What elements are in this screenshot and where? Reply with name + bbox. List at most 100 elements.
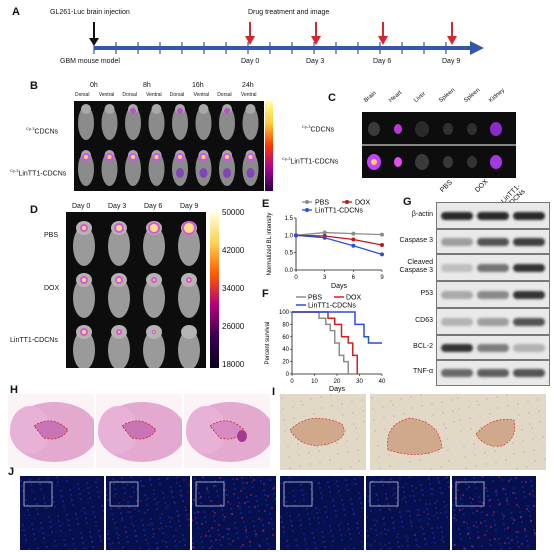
panel-label-c: C [328,92,336,104]
survival-curve [292,311,382,344]
view-label: Ventral [193,92,210,98]
g-col-pbs: PBS [439,179,454,194]
y-axis-label: Percent survival [265,322,271,365]
c-row-lintt1: Cy-3LinTT1-CDCNs [282,156,339,166]
mouse-body [143,278,165,318]
organ-hotspot [371,159,377,165]
protein-band [477,317,509,326]
mouse-body [172,106,188,140]
panel-label-e: E [262,198,270,210]
mouse-body [108,330,130,370]
mouse-body [78,106,94,140]
organ-spot [415,154,429,170]
legend-label: DOX [355,200,371,207]
mouse-body [148,152,165,186]
signal-core [154,155,159,159]
mouse-head [245,104,256,114]
tumor-core [82,278,86,282]
injection-label: GL261-Luc brain injection [50,9,130,16]
panel-label-f: F [262,288,269,300]
inset-frame [455,481,485,507]
he-image-0: PBS500μm [8,394,94,468]
d-cbar-42000: 42000 [222,246,245,255]
timeline-arrowhead [470,41,484,55]
panel-label-d: D [30,204,38,216]
protein-band [513,263,545,272]
view-label: Dorsal [75,92,90,98]
mouse-body [148,106,165,140]
model-label: GBM mouse model [60,58,120,65]
x-tick-label: 0 [294,275,298,281]
tumor-core [188,331,190,333]
y-tick-label: 0.5 [285,251,294,257]
organ-image-c [362,112,516,178]
colorbar-d [210,212,219,368]
d-day-6: Day 6 [144,203,163,210]
blot-strip [436,229,550,254]
panel-label-h: H [10,384,18,396]
x-tick-label: 20 [334,379,341,385]
y-tick-label: 0 [286,372,290,378]
legend-label: DOX [346,295,362,302]
day-label-6: Day 6 [373,58,392,65]
band-label: TNF-α [413,368,433,375]
signal-core [84,155,88,159]
colorbar-b [265,101,273,191]
protein-band [441,263,473,272]
ivis-image-d [66,212,206,370]
tumor-outline [33,420,69,440]
blot-strip [436,360,550,386]
mouse-body [108,226,130,266]
tumor-core [188,279,190,281]
inset-frame [369,481,399,507]
mouse-head [104,104,115,114]
tumor-core [150,224,158,232]
tumor-outline [121,420,157,440]
legend-marker [305,208,309,212]
signal-spot [177,108,183,114]
tumor-core [116,225,122,231]
y-tick-label: 100 [279,310,290,316]
organ-spot [490,155,502,169]
inset-frame [195,481,225,507]
tumor-core [153,331,155,333]
organ-label: Spleen [438,87,457,104]
organ-label: Liver [413,91,427,104]
mouse-body [101,152,118,186]
y-tick-label: 0.0 [285,268,294,274]
protein-band [513,317,545,326]
organ-spot [415,121,429,137]
d-row-dox: DOX [44,285,60,292]
time-24h: 24h [242,82,254,89]
legend-label: LinTT1-CDCNs [308,303,356,310]
view-label: Ventral [146,92,162,98]
mouse-body [73,278,95,318]
signal-core [248,155,253,159]
protein-band [477,343,509,352]
if-image-3: PBS100μmCleaved Caspase 3100μm [280,476,364,550]
mouse-head [151,104,162,114]
c-row-cdcns: Cy-3CDCNs [302,124,335,134]
inset-frame [283,481,313,507]
ivis-image-b [74,101,264,191]
blot-strip [436,308,550,335]
western-blot-labels: β-actin Caspase 3 Cleaved Caspase 3 P53 CD63… [400,202,435,384]
blot-strip [436,202,550,229]
data-point [322,235,327,240]
protein-band [477,263,509,272]
tumor-region [475,418,516,447]
y-tick-label: 20 [282,360,289,366]
protein-band [477,290,509,299]
panel-label-a: A [12,6,20,18]
tumor-core [153,279,155,281]
tumor-region [289,417,345,446]
time-8h: 8h [143,82,151,89]
x-tick-label: 9 [380,275,384,281]
protein-band [477,369,509,377]
tumor-outline [209,420,245,440]
protein-band [513,369,545,377]
brain-lobe [98,406,138,454]
band-label: β-actin [411,210,433,218]
x-tick-label: 40 [379,379,386,385]
chart-f: 0 20 40 60 80 100 0 10 20 30 40 Days Percent surviva… [265,295,386,394]
